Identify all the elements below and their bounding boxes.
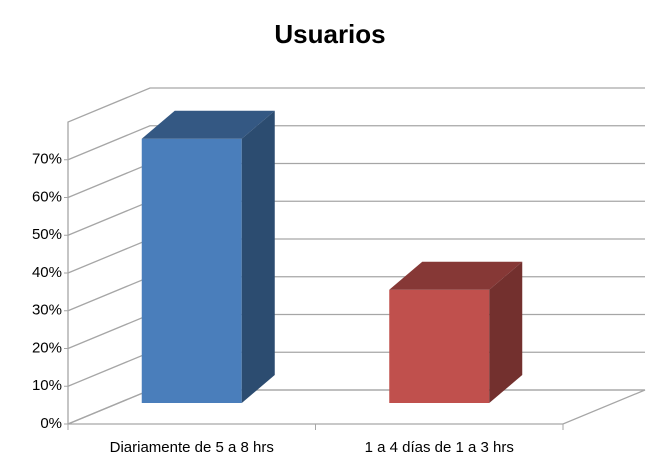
y-tick-label: 0% [40,415,62,432]
x-tick-label: Diariamente de 5 a 8 hrs [110,439,274,456]
y-tick-label: 70% [32,151,62,168]
y-tick-label: 30% [32,302,62,319]
bar [141,110,275,403]
y-tick-label: 20% [32,339,62,356]
y-tick-label: 60% [32,188,62,205]
bar-front [389,289,490,403]
bar-side [241,110,275,403]
y-tick-label: 50% [32,226,62,243]
y-tick-label: 40% [32,264,62,281]
bar-top [141,110,275,139]
x-tick-label: 1 a 4 días de 1 a 3 hrs [365,439,514,456]
bar-top [389,261,523,290]
chart-title: Usuarios [274,19,385,49]
grid-line [67,125,645,161]
bar-front [141,138,242,403]
bar-side [489,261,523,403]
y-tick-label: 10% [32,377,62,394]
bar [389,261,523,403]
